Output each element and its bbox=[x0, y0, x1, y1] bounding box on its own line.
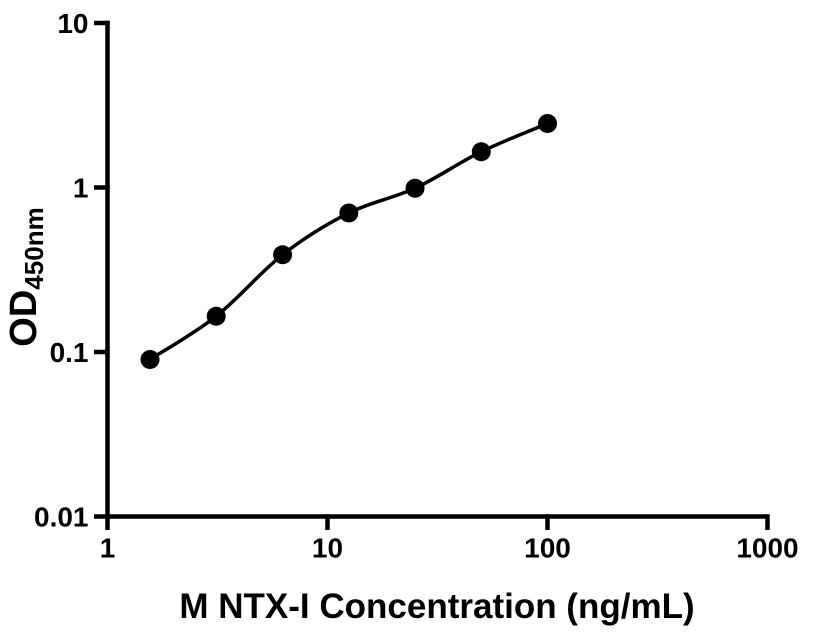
axes-group bbox=[105, 20, 768, 519]
x-tick-label: 10 bbox=[312, 533, 343, 564]
data-point bbox=[339, 203, 359, 223]
data-point bbox=[273, 245, 293, 265]
data-point bbox=[140, 350, 160, 370]
data-points-group bbox=[140, 113, 557, 370]
fit-curve-group bbox=[149, 121, 549, 361]
y-tick-label: 10 bbox=[57, 8, 88, 39]
y-tick-label: 0.01 bbox=[34, 502, 89, 533]
data-point bbox=[538, 113, 557, 133]
data-point bbox=[405, 178, 425, 198]
x-tick-label: 1000 bbox=[736, 533, 798, 564]
fit-curve bbox=[149, 121, 549, 361]
tick-marks-group bbox=[94, 20, 770, 530]
y-axis-title-subscript: 450nm bbox=[19, 207, 49, 289]
y-axis-title: OD450nm bbox=[3, 207, 49, 346]
tick-labels-group: 0.01 0.1 1 10 1 10 100 1000 bbox=[34, 8, 799, 564]
x-tick-label: 1 bbox=[100, 533, 116, 564]
y-axis-title-main: OD bbox=[3, 290, 45, 347]
y-tick-label: 0.1 bbox=[50, 337, 89, 368]
y-tick-label: 1 bbox=[73, 173, 89, 204]
data-point bbox=[471, 142, 491, 162]
axis-spines bbox=[105, 20, 768, 519]
x-axis-title: M NTX-I Concentration (ng/mL) bbox=[179, 587, 694, 626]
data-point bbox=[206, 306, 226, 326]
x-tick-label: 100 bbox=[524, 533, 571, 564]
